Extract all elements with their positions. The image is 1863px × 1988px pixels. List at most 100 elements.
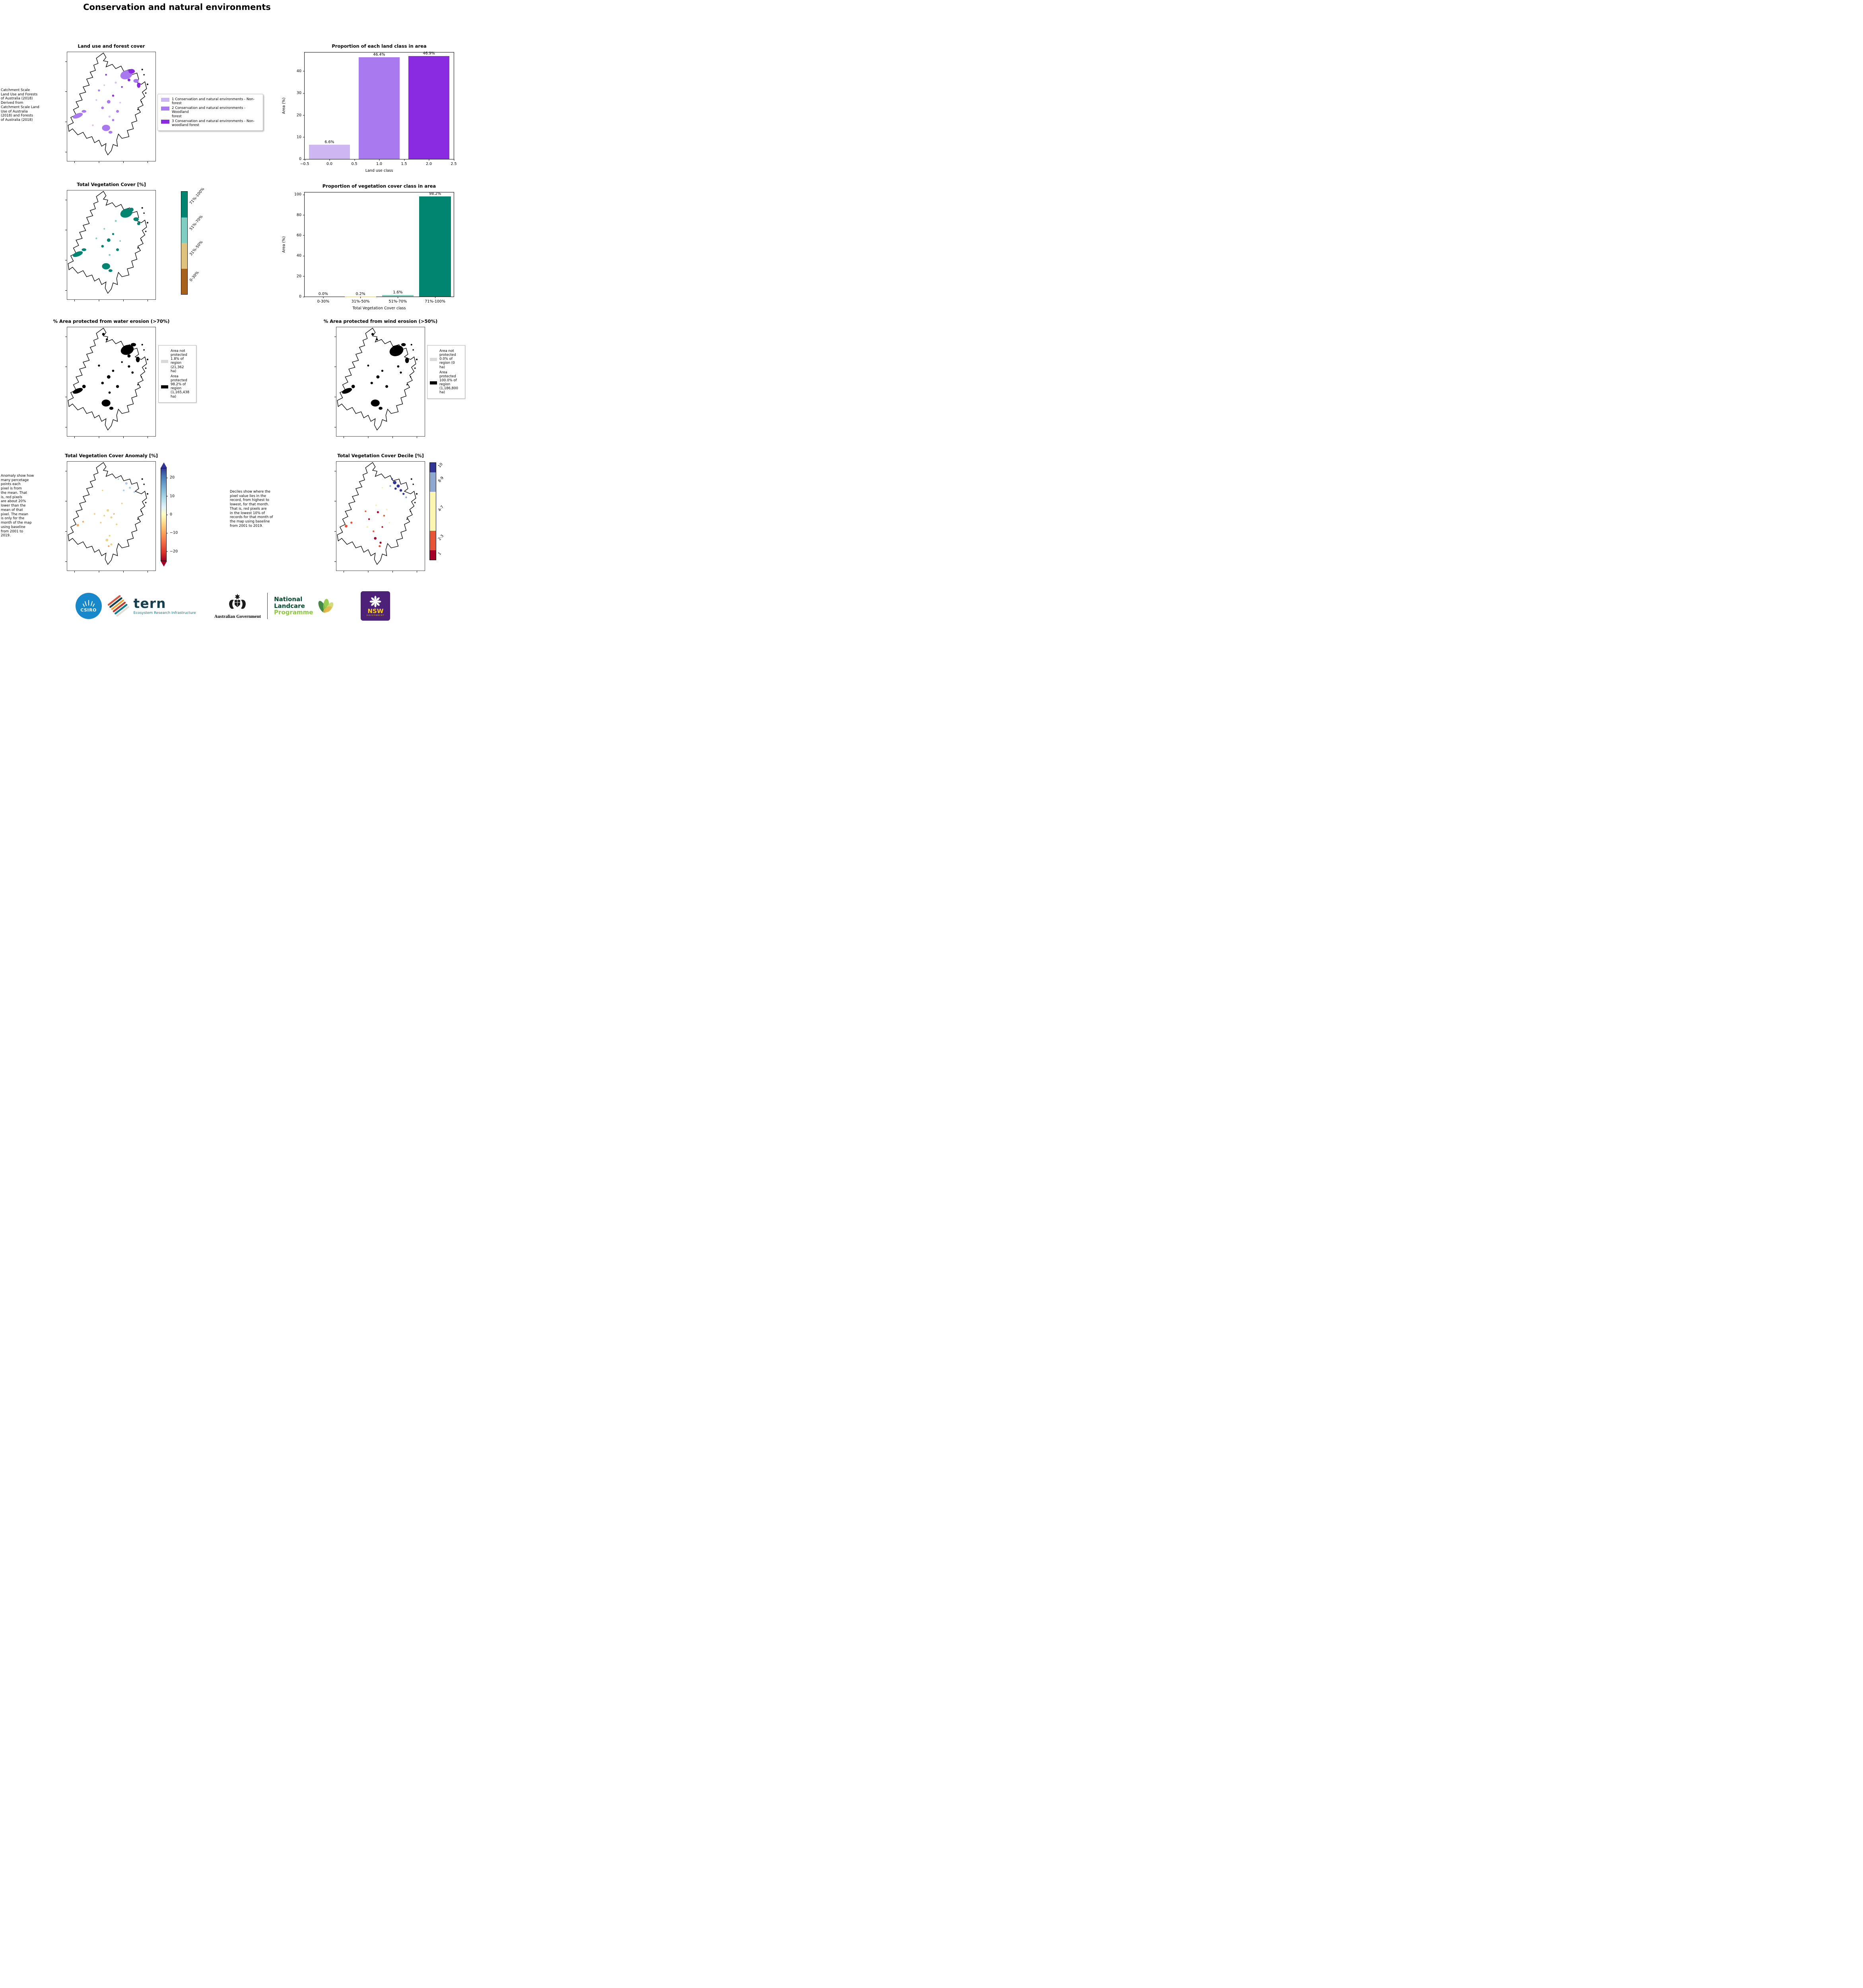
anomaly-pixels <box>76 478 135 547</box>
colorbar-segments <box>181 191 188 295</box>
legend-item: 2 Conservation and natural environments … <box>161 106 260 118</box>
legend-item: Area protected 100.0% of region (1,186,8… <box>430 371 462 395</box>
decile-map <box>336 462 418 565</box>
colorbar-tick: 20 <box>166 476 175 480</box>
legend-swatch <box>161 107 169 111</box>
decile-map-title: Total Vegetation Cover Decile [%] <box>337 453 424 458</box>
decile-pixels <box>344 478 407 547</box>
tern-wordmark: tern <box>133 596 166 611</box>
colorbar-segment <box>430 530 436 550</box>
water-erosion-legend: Area not protected 1.8% of region (21,36… <box>158 345 196 403</box>
x-axis-label: Land use class <box>365 169 393 173</box>
colorbar-gradient: 20 10 0 −10 −20 <box>161 468 178 561</box>
nsw-government-label: GOVERNMENT <box>367 614 385 617</box>
colorbar-segment <box>181 243 187 269</box>
landcare-line: National <box>274 595 303 603</box>
footer-logos: CSIRO tern Ecosystem Research Infrastruc… <box>0 585 466 627</box>
x-tick-label: 1.5 <box>401 159 407 166</box>
anomaly-colorbar: 20 10 0 −10 −20 <box>160 462 178 567</box>
land-class-bar-chart: Proportion of each land class in area Ar… <box>282 43 457 173</box>
bar-value-label: 46.9% <box>423 51 435 56</box>
legend-swatch <box>161 119 169 124</box>
y-tick-label: 40 <box>297 69 305 73</box>
legend-item: 3 Conservation and natural environments … <box>161 119 260 127</box>
legend-label: 2 Conservation and natural environments … <box>172 106 246 118</box>
bar: 6.6% <box>309 140 350 159</box>
colorbar-label: 4-7 <box>437 505 445 513</box>
legend-swatch <box>161 359 168 363</box>
csiro-logo: CSIRO <box>75 593 102 619</box>
water-erosion-map <box>67 327 149 431</box>
colorbar-extend-up <box>160 462 167 468</box>
colorbar-segment <box>181 192 187 217</box>
bar-value-label: 0.2% <box>356 291 365 296</box>
colorbar-tick: 0 <box>166 513 172 517</box>
y-axis-label: Area (%) <box>282 97 286 114</box>
water-erosion-map-title: % Area protected from water erosion (>70… <box>53 318 170 324</box>
veg-cover-patches <box>73 208 140 272</box>
decile-map-panel: Total Vegetation Cover Decile [%] <box>334 453 425 573</box>
land-use-source-note: Catchment Scale Land Use and Forests of … <box>1 88 39 122</box>
colorbar-label: 10 <box>437 462 444 469</box>
y-tick-label: 100 <box>294 192 305 197</box>
wind-erosion-legend: Area not protected 0.0% of region (0 ha)… <box>427 345 465 399</box>
waratah-icon <box>369 596 381 607</box>
water-erosion-patches <box>73 333 140 410</box>
colorbar-label: 8-9 <box>437 476 445 483</box>
anomaly-map-title: Total Vegetation Cover Anomaly [%] <box>65 453 158 458</box>
bar: 1.6% <box>382 290 414 297</box>
legend-item: 1 Conservation and natural environments … <box>161 97 260 105</box>
bar: 46.9% <box>408 51 449 159</box>
colorbar-segment <box>430 472 436 492</box>
colorbar-tick: −10 <box>166 531 178 535</box>
y-tick-label: 20 <box>297 113 305 117</box>
legend-label: 1 Conservation and natural environments … <box>172 97 255 106</box>
wind-erosion-map <box>336 327 418 431</box>
landcare-wordmark: National Landcare Programme <box>274 596 313 616</box>
csiro-wordmark: CSIRO <box>80 608 97 613</box>
y-tick-label: 80 <box>297 213 305 217</box>
colorbar-segment <box>430 492 436 531</box>
x-tick-label: 71%-100% <box>425 297 445 304</box>
colorbar-segment <box>181 268 187 294</box>
land-use-map-panel: Land use and forest cover <box>65 43 156 163</box>
colorbar-label: 31%-50% <box>188 240 204 257</box>
colorbar-label: 0-30% <box>188 270 200 283</box>
national-landcare-logo: National Landcare Programme <box>274 595 335 617</box>
nsw-government-logo: NSW GOVERNMENT <box>361 591 390 621</box>
landcare-line: Programme <box>274 609 313 616</box>
legend-swatch <box>430 357 437 361</box>
colorbar-tick: 10 <box>166 494 175 498</box>
australian-government-logo: Australian Government <box>214 593 261 619</box>
y-axis-label: Area (%) <box>282 236 286 253</box>
decile-note: Deciles show where the pixel value lies … <box>230 490 273 528</box>
australian-government-wordmark: Australian Government <box>214 614 261 619</box>
colorbar-segment <box>181 217 187 243</box>
land-use-map <box>67 52 149 156</box>
x-tick-label: 1.0 <box>376 159 382 166</box>
landcare-line: Landcare <box>274 602 305 610</box>
y-tick-label: 0 <box>299 157 305 161</box>
veg-cover-map-title: Total Vegetation Cover [%] <box>77 182 146 187</box>
y-tick-label: 40 <box>297 254 305 258</box>
veg-class-bar-chart: Proportion of vegetation cover class in … <box>282 183 454 311</box>
bar-value-label: 98.2% <box>429 191 441 196</box>
wind-erosion-map-title: % Area protected from wind erosion (>50%… <box>323 318 438 324</box>
report-page: Conservation and natural environments Ca… <box>0 0 466 628</box>
colorbar-label: 2-3 <box>437 534 445 542</box>
logo-divider <box>267 593 268 619</box>
colorbar-tick: −20 <box>166 549 178 553</box>
anomaly-map <box>67 462 149 565</box>
land-use-patches <box>73 69 141 134</box>
legend-swatch <box>161 385 168 388</box>
veg-cover-map <box>67 190 149 294</box>
y-tick-label: 0 <box>299 295 305 299</box>
coat-of-arms-icon <box>229 593 246 609</box>
wind-erosion-patches <box>342 333 409 410</box>
y-tick-label: 20 <box>297 274 305 278</box>
colorbar-label: 71%-100% <box>188 187 206 206</box>
x-tick-label: 0-30% <box>317 297 329 304</box>
veg-cover-colorbar: 71%-100% 51%-70% 31%-50% 0-30% <box>181 187 205 295</box>
x-tick-label: 51%-70% <box>389 297 407 304</box>
legend-label: Area not protected 0.0% of region (0 ha) <box>439 349 456 369</box>
